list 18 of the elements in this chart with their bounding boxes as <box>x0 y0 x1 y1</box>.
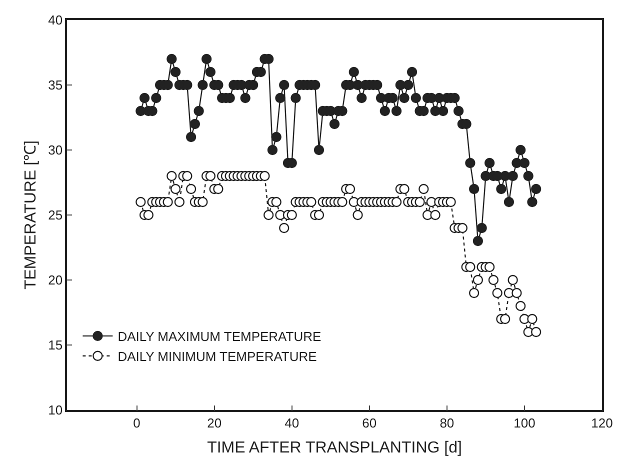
y-tick-label: 10 <box>48 402 63 418</box>
y-tick-label: 15 <box>48 338 63 353</box>
x-tick-label: 120 <box>591 415 613 430</box>
y-tick-label: 35 <box>48 78 63 93</box>
x-axis-title: TIME AFTER TRANSPLANTING [d] <box>207 440 462 457</box>
y-tick-label: 25 <box>48 208 63 223</box>
x-tick-label: 100 <box>514 415 536 430</box>
x-tick-label: 80 <box>440 415 454 430</box>
y-axis-title: TEMPERATURE [℃] <box>22 140 40 290</box>
legend-label: DAILY MAXIMUM TEMPERATURE <box>118 329 322 344</box>
legend-label: DAILY MINIMUM TEMPERATURE <box>118 348 318 364</box>
y-tick-label: 40 <box>48 12 63 28</box>
x-tick-label: 20 <box>207 415 222 430</box>
x-tick-label: 60 <box>362 415 377 430</box>
x-tick-label: 0 <box>133 415 140 430</box>
x-tick-label: 40 <box>284 415 300 430</box>
y-tick-label: 20 <box>48 272 63 288</box>
y-tick-label: 30 <box>48 142 63 158</box>
